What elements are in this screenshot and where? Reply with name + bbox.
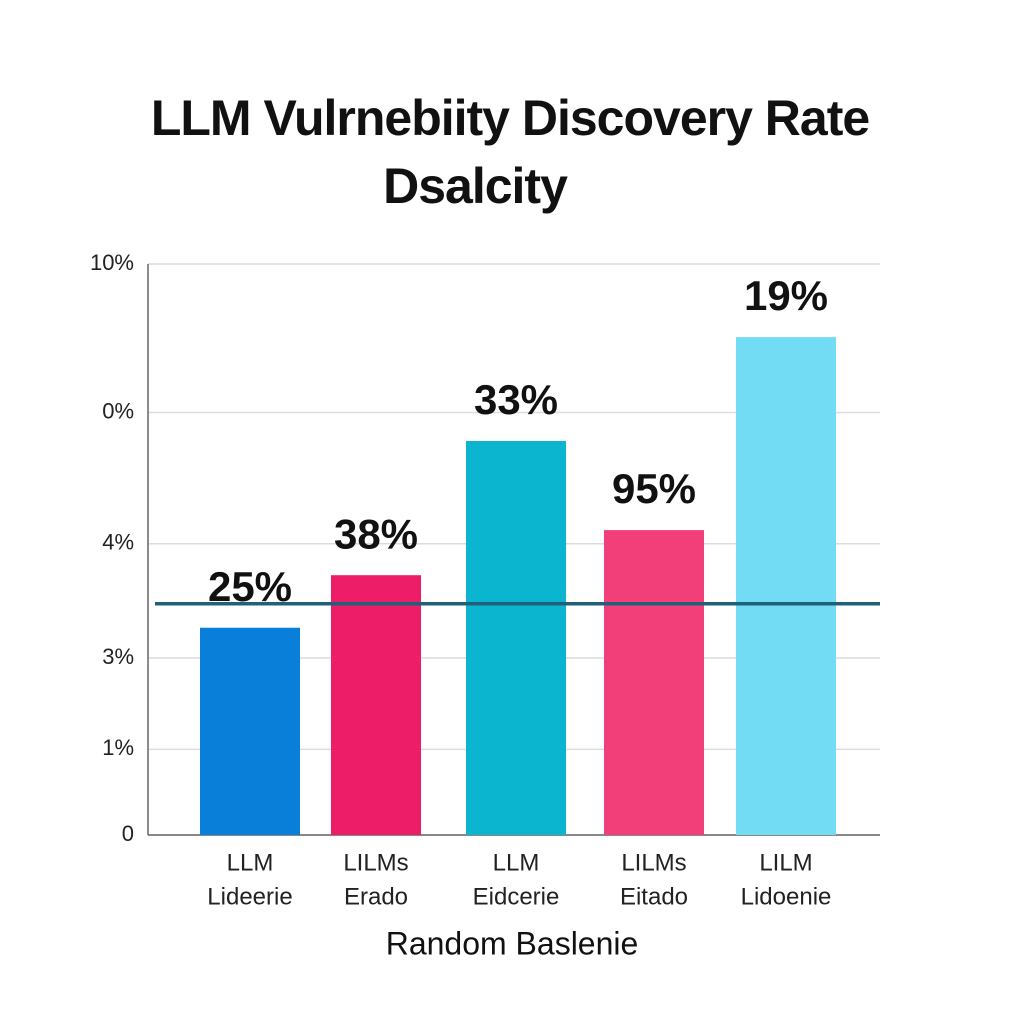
data-label: 19% [744,272,828,319]
bar [736,337,836,835]
x-tick-label: LILM [759,849,812,876]
x-tick-label: Erado [344,883,408,910]
x-tick-label: Lideerie [207,883,292,910]
x-axis-label: Random Baslenie [386,925,639,961]
data-label: 25% [208,563,292,610]
data-label: 95% [612,465,696,512]
chart-subtitle: Dsalcity [383,158,568,214]
bar [604,530,704,835]
x-tick-label: LLM [227,849,274,876]
data-label: 33% [474,376,558,423]
x-tick-label: LLM [493,849,540,876]
bar [331,575,421,835]
x-tick-label: Eidcerie [473,883,560,910]
y-tick-label: 1% [102,735,134,760]
y-tick-label: 10% [90,250,134,275]
chart-title: LLM Vulrnebiity Discovery Rate [151,90,870,146]
data-label: 38% [334,510,418,557]
x-tick-label: LILMs [621,849,686,876]
y-tick-label: 0% [102,398,134,423]
y-tick-label: 0 [122,821,134,846]
x-tick-label: Eitado [620,883,688,910]
y-tick-label: 4% [102,530,134,555]
y-tick-label: 3% [102,644,134,669]
x-tick-label: LILMs [343,849,408,876]
bar [466,441,566,835]
x-tick-label: Lidoenie [741,883,832,910]
bar [200,627,300,835]
